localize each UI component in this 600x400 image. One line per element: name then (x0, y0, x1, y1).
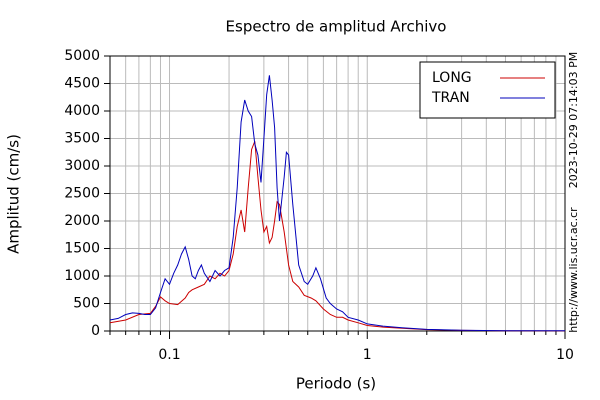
y-tick-label: 1000 (64, 268, 100, 284)
y-tick-label: 3000 (64, 158, 100, 174)
y-tick-label: 0 (91, 323, 100, 339)
y-tick-label: 2500 (64, 186, 100, 202)
series-line (109, 75, 566, 332)
source-url: http://www.lis.ucr.ac.cr (567, 207, 580, 333)
y-tick-label: 1500 (64, 241, 100, 257)
y-tick-label: 3500 (64, 131, 100, 147)
series-line (109, 141, 566, 332)
y-tick-label: 2000 (64, 213, 100, 229)
legend-label: TRAN (431, 90, 470, 106)
y-tick-label: 500 (73, 296, 100, 312)
x-tick-label: 10 (556, 347, 574, 363)
x-tick-label: 0.1 (158, 347, 180, 363)
y-tick-label: 5000 (64, 48, 100, 64)
x-axis-label: Periodo (s) (296, 375, 376, 393)
legend-label: LONG (432, 70, 472, 86)
y-tick-label: 4500 (64, 76, 100, 92)
chart-title: Espectro de amplitud Archivo (226, 18, 447, 36)
x-tick-label: 1 (363, 347, 372, 363)
y-axis-label: Amplitud (cm/s) (5, 134, 23, 254)
y-tick-label: 4000 (64, 103, 100, 119)
timestamp: 2023-10-29 07:14:03 PM (567, 52, 580, 188)
plot-frame (109, 55, 566, 332)
legend-box (419, 61, 556, 119)
